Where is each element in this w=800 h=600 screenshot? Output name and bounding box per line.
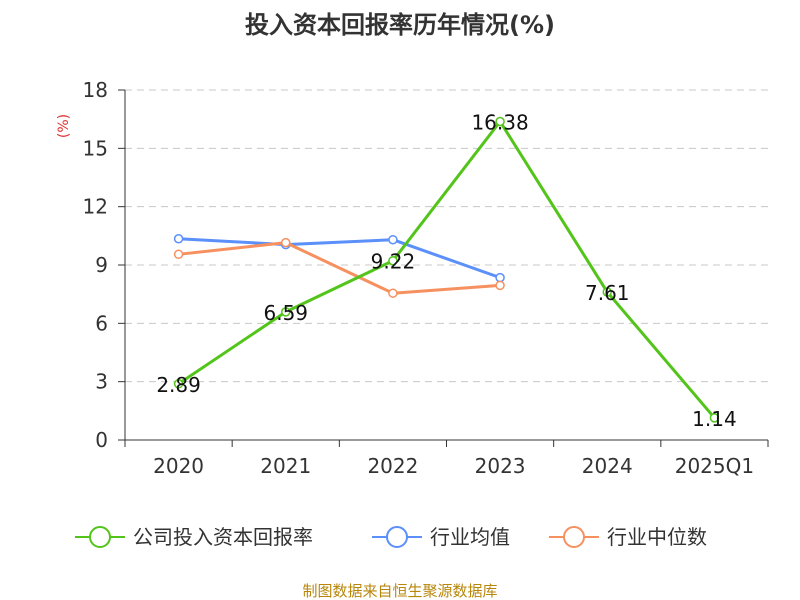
x-tick-label: 2020: [153, 454, 204, 478]
x-tick-label: 2025Q1: [675, 454, 754, 478]
legend-label-1: 行业均值: [430, 525, 510, 549]
x-tick-label: 2023: [475, 454, 526, 478]
chart-title: 投入资本回报率历年情况(%): [245, 11, 555, 39]
data-label: 9.22: [371, 250, 416, 274]
source-note: 制图数据来自恒生聚源数据库: [302, 582, 497, 600]
data-label: 2.89: [156, 373, 201, 397]
y-axis-label: (%): [56, 114, 72, 138]
y-tick-label: 3: [95, 370, 108, 394]
y-tick-label: 0: [95, 428, 108, 452]
series-line-1: [178, 237, 501, 280]
data-point: [173, 249, 184, 260]
data-point: [388, 288, 398, 298]
y-tick-label: 6: [95, 311, 108, 335]
x-axis-ticks: 2020 2021 2022 2023 2024 2025Q1: [124, 440, 769, 478]
data-label: 1.14: [692, 407, 737, 431]
y-tick-label: 15: [83, 136, 108, 160]
y-tick-label: 12: [83, 195, 108, 219]
data-point: [281, 307, 291, 317]
series-line-0: [177, 120, 716, 419]
series-group: [173, 116, 720, 423]
x-tick-label: 2024: [582, 454, 633, 478]
data-point: [173, 379, 184, 389]
data-point: [495, 280, 505, 291]
data-point: [495, 272, 505, 283]
data-point: [281, 237, 291, 248]
legend-marker-1: [386, 526, 408, 548]
gridlines: [125, 89, 768, 383]
data-point: [388, 234, 398, 245]
data-point: [495, 116, 505, 127]
x-tick-label: 2021: [260, 454, 311, 478]
data-point: [709, 413, 720, 423]
data-label: 16.38: [471, 111, 528, 135]
legend-label-0: 公司投入资本回报率: [133, 525, 313, 549]
legend-marker-2: [563, 526, 585, 548]
data-point: [602, 287, 612, 297]
y-axis-ticks: 0 3 6 9 12 15 18: [83, 78, 125, 452]
legend: 公司投入资本回报率 行业均值 行业中位数: [75, 525, 707, 549]
y-tick-label: 18: [83, 78, 108, 102]
data-labels: 2.89 6.59 9.22 16.38 7.61 1.14: [156, 111, 736, 431]
series-line-2: [178, 241, 501, 295]
x-tick-label: 2022: [367, 454, 418, 478]
data-label: 7.61: [585, 281, 630, 305]
legend-marker-0: [89, 526, 111, 548]
data-point: [173, 234, 184, 244]
data-label: 6.59: [263, 301, 308, 325]
y-tick-label: 9: [95, 253, 108, 277]
data-point: [388, 255, 398, 266]
legend-label-2: 行业中位数: [607, 525, 707, 549]
